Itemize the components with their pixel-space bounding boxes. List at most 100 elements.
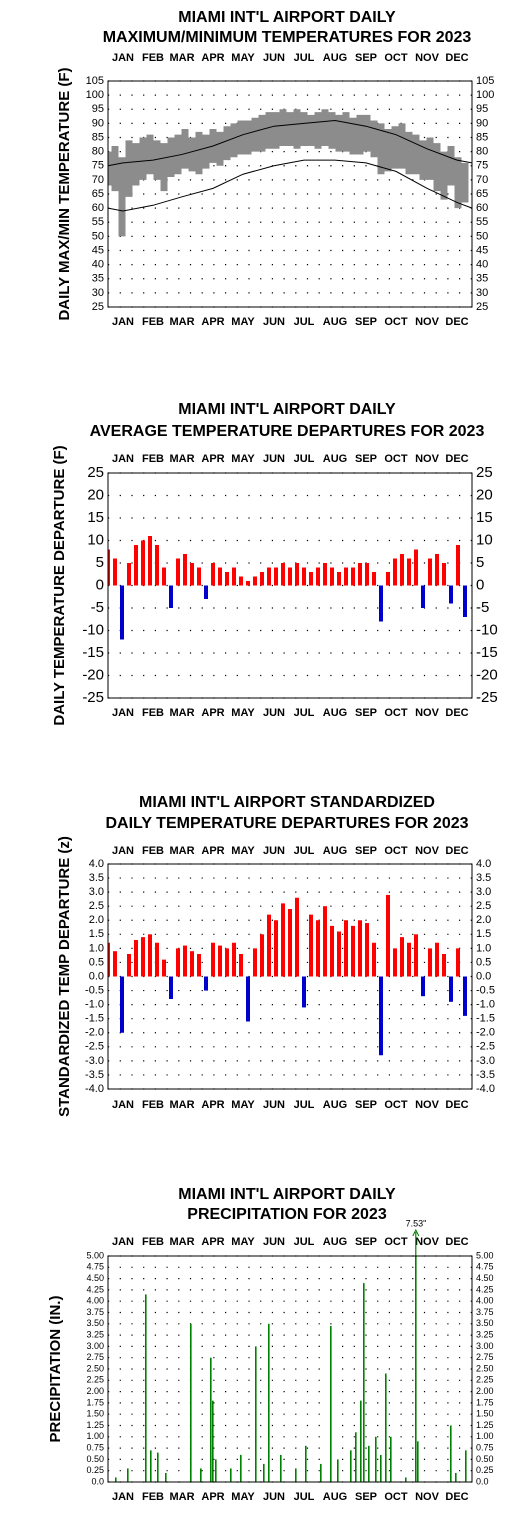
bar [363, 1283, 365, 1482]
y-tick-label: 4.50 [86, 1273, 104, 1283]
bar [309, 914, 313, 977]
chart-title: MIAMI INT'L AIRPORT DAILY [178, 9, 396, 26]
bar [239, 954, 243, 977]
bar [200, 1468, 202, 1482]
y2-tick-label: 55 [476, 216, 488, 228]
bar [232, 567, 236, 586]
bar [337, 1459, 339, 1482]
y2-tick-label: 0.0 [476, 1476, 489, 1486]
bar [442, 954, 446, 977]
bar [197, 954, 201, 977]
x-tick-label: MAR [169, 1099, 194, 1111]
x-tick-label: MAR [169, 52, 194, 64]
bar [169, 585, 173, 608]
bar [323, 906, 327, 977]
y-tick-label: -20 [82, 666, 104, 683]
bar [380, 1454, 382, 1482]
chart: MIAMI INT'L AIRPORT DAILY AVERAGE TEMPERA… [51, 401, 498, 725]
y-tick-label: 4.75 [86, 1262, 104, 1272]
y-tick-label: 5 [96, 554, 104, 571]
bar [351, 925, 355, 977]
bar [417, 1441, 419, 1482]
x-tick-label: AUG [323, 707, 347, 719]
y-tick-label: 2.50 [86, 1363, 104, 1373]
bar [435, 942, 439, 977]
chart-title: DAILY TEMPERATURE DEPARTURES FOR 2023 [105, 815, 468, 832]
bar [386, 894, 390, 977]
x-tick-label: DEC [445, 707, 468, 719]
bar [255, 1346, 257, 1482]
x-tick-label: NOV [415, 316, 440, 328]
bar [463, 976, 467, 1016]
x-tick-label: JAN [112, 1236, 134, 1248]
y2-tick-label: 0.0 [476, 970, 491, 982]
x-tick-label: NOV [415, 707, 440, 719]
bar [330, 925, 334, 977]
y-tick-label: -10 [82, 621, 104, 638]
y2-tick-label: 95 [476, 103, 488, 115]
x-tick-label: JUN [263, 453, 285, 465]
y-tick-label: 105 [86, 75, 104, 87]
bar [368, 1445, 370, 1482]
y2-tick-label: 25 [476, 464, 493, 481]
y2-tick-label: 3.75 [476, 1307, 494, 1317]
x-tick-label: MAY [231, 453, 255, 465]
bar [415, 1256, 417, 1482]
bar [360, 1400, 362, 1482]
bar [428, 558, 432, 586]
bar [155, 942, 159, 977]
x-tick-label: MAR [169, 707, 194, 719]
y-tick-label: 3.5 [89, 872, 104, 884]
y-tick-label: -4.0 [85, 1083, 104, 1095]
chart-title: MIAMI INT'L AIRPORT DAILY [178, 1186, 396, 1203]
bar [281, 903, 285, 977]
x-tick-label: JUN [263, 1491, 285, 1503]
y2-tick-label: 5 [476, 554, 484, 571]
bar [274, 567, 278, 586]
bar [267, 914, 271, 977]
bar [169, 976, 173, 999]
x-tick-label: FEB [142, 316, 164, 328]
bar [212, 1400, 214, 1482]
y2-tick-label: -1.0 [476, 999, 495, 1011]
y2-tick-label: 2.0 [476, 914, 491, 926]
y-tick-label: 0.25 [86, 1465, 104, 1475]
x-tick-label: MAY [231, 707, 255, 719]
bar [344, 567, 348, 586]
y2-tick-label: 15 [476, 509, 493, 526]
x-tick-label: MAY [231, 52, 255, 64]
y-axis-title: PRECIPITATION (IN.) [47, 1296, 64, 1443]
x-tick-label: JUL [294, 52, 315, 64]
bar [386, 572, 390, 586]
bar [240, 1454, 242, 1482]
y2-tick-label: 0.5 [476, 956, 491, 968]
y-tick-label: 20 [87, 486, 104, 503]
x-tick-label: JUN [263, 707, 285, 719]
x-tick-label: SEP [355, 1491, 377, 1503]
y-tick-label: -1.0 [85, 999, 104, 1011]
bar [372, 942, 376, 977]
bar [280, 1454, 282, 1482]
bar [190, 951, 194, 977]
bar [330, 567, 334, 586]
x-tick-label: OCT [384, 1236, 408, 1248]
x-tick-label: NOV [415, 453, 440, 465]
y-tick-label: 1.5 [89, 928, 104, 940]
y2-tick-label: 1.25 [476, 1420, 494, 1430]
x-tick-label: SEP [355, 1099, 377, 1111]
y2-tick-label: 80 [476, 146, 488, 158]
y2-tick-label: 90 [476, 117, 488, 129]
y2-tick-label: 75 [476, 160, 488, 172]
x-tick-label: DEC [445, 453, 468, 465]
x-tick-label: JUN [263, 52, 285, 64]
y2-tick-label: 1.50 [476, 1409, 494, 1419]
bar [162, 567, 166, 586]
y2-tick-label: 45 [476, 244, 488, 256]
y-tick-label: 30 [92, 287, 104, 299]
bar [455, 1472, 457, 1482]
y2-tick-label: 35 [476, 273, 488, 285]
y-tick-label: 100 [86, 89, 104, 101]
y-tick-label: 3.50 [86, 1318, 104, 1328]
bar [281, 563, 285, 586]
y2-tick-label: 2.25 [476, 1375, 494, 1385]
